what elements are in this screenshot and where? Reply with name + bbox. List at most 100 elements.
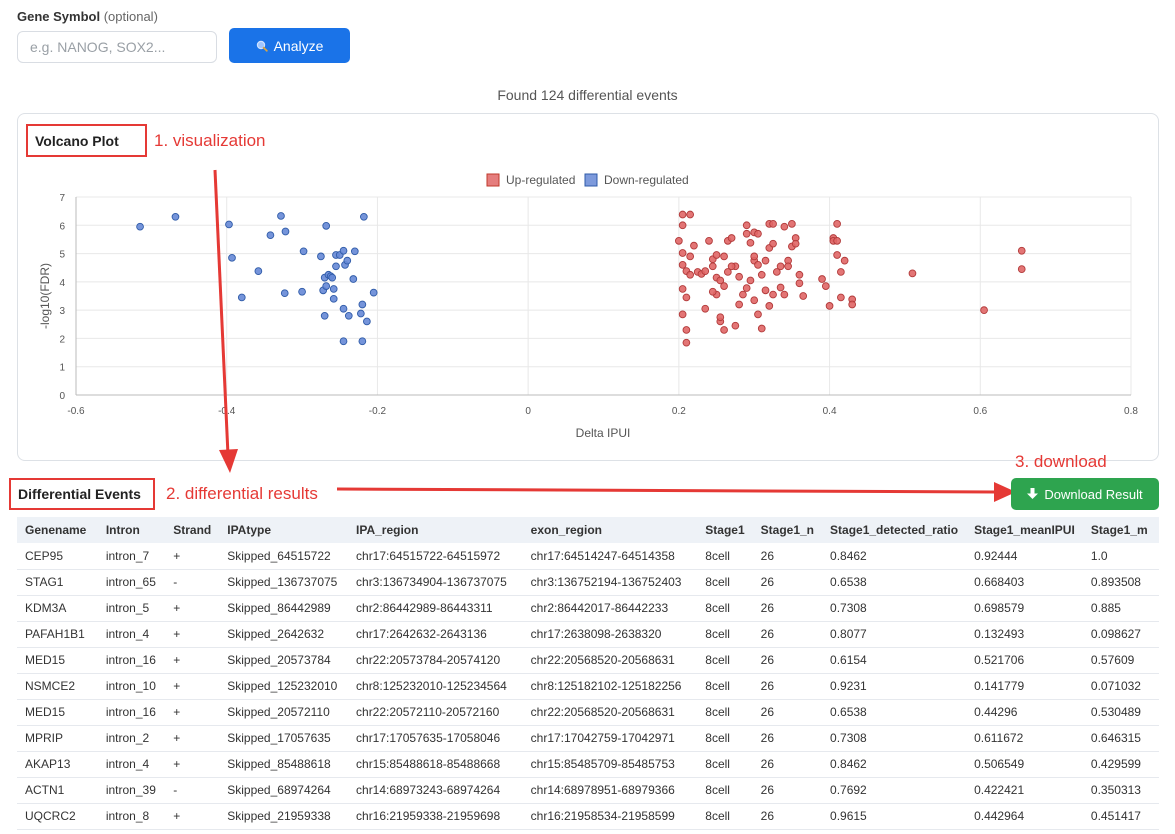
data-point (750, 252, 759, 261)
download-result-button[interactable]: Download Result (1011, 478, 1159, 510)
data-point (328, 273, 337, 282)
table-row[interactable]: MED15 intron_16 + Skipped_20573784 chr22:205… (17, 647, 1159, 674)
y-tick-label: 4 (59, 278, 65, 289)
table-cell: AKAP13 (17, 751, 98, 778)
table-cell: chr8:125232010-125234564 (348, 673, 523, 700)
data-point (343, 256, 352, 265)
table-row[interactable]: CEP95 intron_7 + Skipped_64515722 chr17:6451… (17, 543, 1159, 570)
table-cell: 0.893508 (1082, 569, 1159, 596)
table-cell: 26 (752, 543, 823, 570)
data-point (705, 236, 713, 245)
table-cell: chr22:20572110-20572160 (348, 699, 523, 726)
table-cell: 0.530489 (1082, 699, 1159, 726)
table-cell: 26 (752, 673, 823, 700)
table-cell: Skipped_64515722 (219, 543, 349, 570)
legend-swatch (486, 173, 500, 187)
data-point (818, 275, 826, 283)
table-cell: 26 (752, 569, 823, 596)
data-point (329, 294, 338, 303)
data-point (675, 236, 683, 245)
data-point (682, 293, 691, 302)
column-header[interactable]: Stage1_m (1082, 517, 1159, 543)
table-cell: 0.611672 (966, 725, 1083, 752)
y-tick-label: 1 (59, 363, 65, 374)
table-cell: chr22:20568520-20568631 (522, 647, 698, 674)
column-header[interactable]: exon_region (522, 517, 698, 543)
x-tick-label: 0.4 (823, 406, 837, 417)
data-point (358, 300, 367, 309)
table-row[interactable]: KDM3A intron_5 + Skipped_86442989 chr2:86442… (17, 595, 1159, 622)
search-icon (256, 40, 268, 52)
table-cell: 26 (752, 699, 823, 726)
table-cell: 8cell (697, 647, 753, 674)
table-cell: chr17:17057635-17058046 (348, 725, 523, 752)
table-cell: - (165, 569, 220, 596)
table-row[interactable]: NSMCE2 intron_10 + Skipped_125232010 chr8:12… (17, 673, 1159, 700)
table-cell: intron_10 (97, 673, 166, 700)
table-cell: chr16:21959338-21959698 (348, 803, 523, 830)
table-cell: 0.132493 (966, 621, 1083, 648)
table-row[interactable]: PAFAH1B1 intron_4 + Skipped_2642632 chr17:26… (17, 621, 1159, 648)
data-point (682, 326, 691, 334)
column-header[interactable]: Stage1_n (752, 517, 823, 543)
data-point (765, 302, 774, 310)
annotation-download: 3. download (1015, 452, 1107, 471)
data-point (837, 293, 845, 302)
table-cell: chr17:64515722-64515972 (348, 543, 523, 570)
table-cell: Skipped_136737075 (219, 569, 349, 596)
events-table-container[interactable]: Genename Intron Strand IPAtype IPA_region exo… (17, 517, 1159, 834)
data-point (723, 268, 732, 276)
table-row[interactable]: AKAP13 intron_4 + Skipped_85488618 chr15:854… (17, 751, 1159, 778)
differential-events-title: Differential Events (9, 478, 155, 510)
column-header[interactable]: Stage1_detected_ratio (822, 517, 967, 543)
column-header[interactable]: IPAtype (219, 517, 349, 543)
table-cell: intron_7 (97, 543, 166, 570)
data-point (298, 287, 306, 296)
data-point (678, 221, 687, 230)
table-cell: STAG1 (17, 569, 98, 596)
column-header[interactable]: IPA_region (348, 517, 523, 543)
table-row[interactable]: MED15 intron_16 + Skipped_20572110 chr22:205… (17, 699, 1159, 726)
arrow-head-down (219, 449, 238, 473)
column-header[interactable]: Genename (17, 517, 98, 543)
data-point (254, 267, 263, 275)
table-cell: 0.7692 (822, 777, 967, 804)
gene-symbol-label-text: Gene Symbol (17, 9, 101, 24)
data-point (1017, 246, 1026, 255)
table-cell: Skipped_125232010 (219, 673, 349, 700)
data-point (708, 287, 717, 296)
table-cell: + (165, 803, 220, 830)
y-tick-label: 3 (59, 306, 65, 317)
table-cell: intron_5 (97, 595, 166, 622)
table-row[interactable]: STAG1 intron_65- Skipped_136737075 chr3:136… (17, 569, 1159, 596)
x-tick-label: 0.6 (973, 406, 987, 417)
table-cell: 8cell (697, 569, 753, 596)
table-cell: ACTN1 (17, 777, 98, 804)
data-point (712, 251, 721, 259)
data-point (1017, 265, 1026, 273)
table-row[interactable]: MPRIP intron_2 + Skipped_17057635 chr17:1705… (17, 725, 1159, 752)
table-row[interactable]: UQCRC2 intron_8 + Skipped_21959338 chr16:219… (17, 803, 1159, 830)
table-cell: 0.646315 (1082, 725, 1159, 752)
x-tick-label: 0 (525, 406, 531, 417)
data-point (277, 212, 285, 220)
table-cell: + (165, 543, 220, 570)
gene-symbol-input[interactable] (17, 31, 217, 63)
y-tick-label: 6 (59, 221, 65, 232)
column-header[interactable]: Strand (165, 517, 220, 543)
table-cell: 0.350313 (1082, 777, 1159, 804)
data-point (720, 252, 728, 261)
column-header[interactable]: Intron (97, 517, 166, 543)
column-header[interactable]: Stage1_meanIPUI (966, 517, 1083, 543)
table-cell: intron_39 (97, 777, 166, 804)
table-cell: 0.698579 (966, 595, 1083, 622)
table-cell: 0.885 (1082, 595, 1159, 622)
table-cell: 8cell (697, 543, 753, 570)
data-point (690, 241, 698, 250)
table-row[interactable]: ACTN1 intron_39- Skipped_68974264 chr14:689… (17, 777, 1159, 804)
column-header[interactable]: Stage1 (697, 517, 753, 543)
table-cell: intron_4 (97, 621, 166, 648)
analyze-button[interactable]: Analyze (229, 28, 350, 63)
table-cell: UQCRC2 (17, 803, 98, 830)
